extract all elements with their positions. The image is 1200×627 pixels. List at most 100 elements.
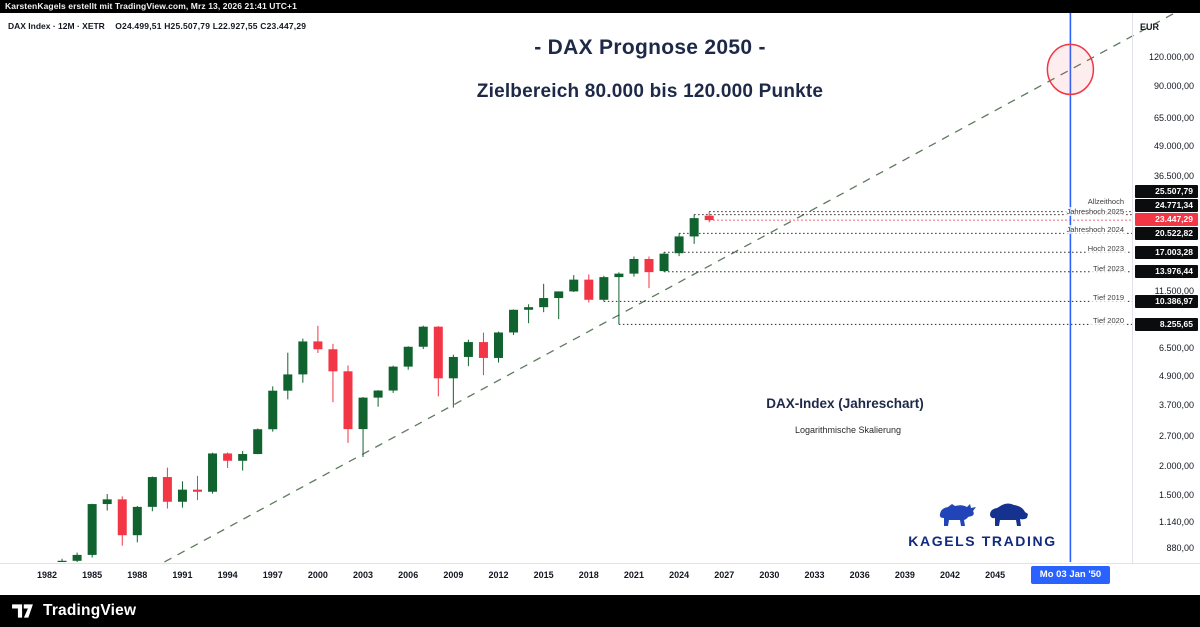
price-tick: 65.000,00 <box>1153 113 1194 124</box>
time-tick: 2042 <box>939 570 961 580</box>
price-level-marker: 8.255,65 <box>1135 317 1198 331</box>
time-tick: 2009 <box>443 570 464 580</box>
candle <box>253 429 263 455</box>
candle <box>569 279 579 292</box>
time-tick: 2015 <box>533 570 554 580</box>
brand-text: KAGELS TRADING <box>908 533 1057 549</box>
candle <box>223 453 233 461</box>
candle <box>418 326 428 347</box>
candle <box>102 499 112 505</box>
price-level-marker: 10.386,97 <box>1135 294 1198 308</box>
time-tick: 2012 <box>488 570 509 580</box>
time-tick: 2045 <box>985 570 1006 580</box>
candle <box>193 489 202 492</box>
level-label: Hoch 2023 <box>1085 244 1126 254</box>
time-tick: 2030 <box>759 570 780 580</box>
candle <box>704 215 714 221</box>
attribution-bar: KarstenKagels erstellt mit TradingView.c… <box>0 0 1200 13</box>
time-tick: 2027 <box>714 570 735 580</box>
time-tick: 2003 <box>353 570 374 580</box>
candle <box>629 258 639 274</box>
tradingview-logo-icon[interactable] <box>10 601 35 621</box>
candle <box>208 453 218 492</box>
candle <box>614 273 624 278</box>
time-tick: 1994 <box>217 570 238 580</box>
candle <box>584 279 594 300</box>
time-tick: 1988 <box>127 570 148 580</box>
time-tick: 1991 <box>172 570 193 580</box>
candle <box>238 454 248 461</box>
kagels-trading-logo: KAGELS TRADING <box>905 499 1060 549</box>
candle <box>313 341 323 350</box>
candle <box>433 326 443 379</box>
level-label: Allzeithoch <box>1085 196 1126 206</box>
price-tick: 2.700,00 <box>1158 430 1194 441</box>
candle <box>524 307 534 310</box>
price-tick: 6.500,00 <box>1158 343 1194 354</box>
time-tick: 2018 <box>578 570 599 580</box>
time-axis[interactable]: Mo 03 Jan '50 1982 1985 1988 1991 1994 1997 20… <box>0 563 1200 595</box>
level-label: Tief 2020 <box>1091 316 1126 326</box>
candle <box>599 277 609 300</box>
price-tick: 11.500,00 <box>1154 286 1194 297</box>
price-tick: 120.000,00 <box>1148 52 1194 62</box>
candle <box>509 309 519 333</box>
candle <box>57 560 67 562</box>
symbol-legend[interactable]: DAX Index · 12M · XETR O24.499,51 H25.50… <box>8 21 306 31</box>
scale-label: Logarithmische Skalierung <box>794 425 902 435</box>
candle <box>659 253 669 272</box>
candle <box>72 554 82 561</box>
time-tick: 2024 <box>669 570 690 580</box>
candle <box>689 218 699 237</box>
time-tick: 2006 <box>398 570 419 580</box>
price-axis[interactable]: EUR 120.000,00 90.000,00 65.000,00 49.000,0… <box>1132 13 1200 563</box>
candle <box>539 298 549 308</box>
trendline[interactable] <box>164 12 1175 563</box>
crosshair-time-label: Mo 03 Jan '50 <box>1031 566 1110 584</box>
candle <box>388 366 398 391</box>
candle <box>358 397 368 430</box>
candle <box>132 506 142 536</box>
candle <box>268 390 278 430</box>
time-tick: 1985 <box>82 570 103 580</box>
candle <box>87 504 97 555</box>
time-tick: 2036 <box>849 570 870 580</box>
candles-group <box>57 211 714 562</box>
price-level-marker: 25.507,79 <box>1135 184 1198 198</box>
price-tick: 4.900,00 <box>1158 371 1194 382</box>
level-label: Jahreshoch 2024 <box>1064 225 1126 235</box>
candle <box>554 291 564 299</box>
price-level-marker: 24.771,34 <box>1135 198 1198 212</box>
price-tick: 90.000,00 <box>1153 80 1194 91</box>
price-tick: 2.000,00 <box>1158 460 1194 471</box>
annotation-title-block: - DAX Prognose 2050 - Zielbereich 80.000… <box>300 36 1000 103</box>
chart-subtitle: Zielbereich 80.000 bis 120.000 Punkte <box>476 81 824 102</box>
price-tick: 49.000,00 <box>1153 141 1194 152</box>
level-label: Jahreshoch 2025 <box>1064 206 1126 216</box>
chart-title: - DAX Prognose 2050 - <box>534 36 766 59</box>
candle <box>478 342 488 358</box>
candle <box>644 258 654 273</box>
price-level-marker: 13.976,44 <box>1135 265 1198 279</box>
candle <box>162 477 172 502</box>
price-level-marker: 20.522,82 <box>1135 226 1198 240</box>
target-circle[interactable] <box>1046 43 1095 96</box>
candle <box>463 342 473 357</box>
candle <box>494 332 503 358</box>
bear-icon <box>989 503 1028 526</box>
candle <box>448 356 458 379</box>
price-tick: 3.700,00 <box>1158 399 1194 410</box>
price-tick: 36.500,00 <box>1153 170 1194 181</box>
candle <box>283 374 293 391</box>
currency-label: EUR <box>1140 22 1160 32</box>
time-tick: 1982 <box>36 570 58 580</box>
candle <box>403 346 413 367</box>
price-tick: 1.140,00 <box>1158 517 1194 528</box>
tradingview-brand[interactable]: TradingView <box>43 602 137 619</box>
logo-icons <box>905 499 1060 530</box>
price-tick: 1.500,00 <box>1158 489 1194 500</box>
last-price-marker: 23.447,29 <box>1135 212 1198 226</box>
time-tick: 1997 <box>262 570 283 580</box>
